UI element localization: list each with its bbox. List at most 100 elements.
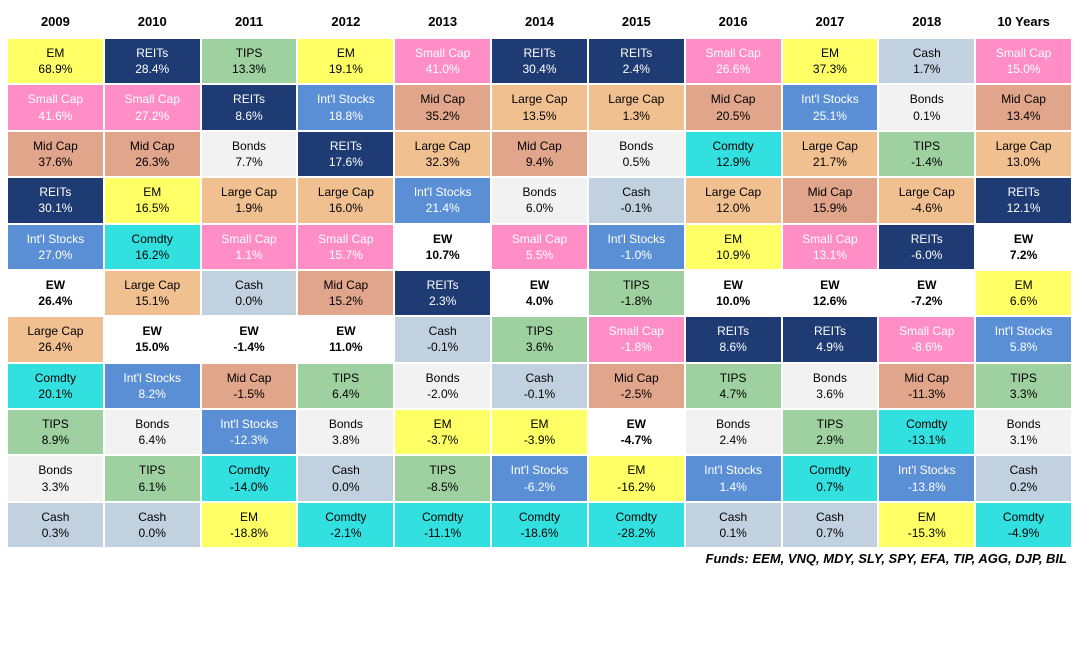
quilt-cell: TIPS-1.4% <box>879 132 974 176</box>
quilt-cell: Int'l Stocks27.0% <box>8 225 103 269</box>
return-value: 0.1% <box>881 108 972 124</box>
asset-class-label: Mid Cap <box>397 91 488 107</box>
return-value: 9.4% <box>494 154 585 170</box>
asset-class-label: Small Cap <box>107 91 198 107</box>
asset-class-label: Large Cap <box>591 91 682 107</box>
quilt-cell: TIPS-8.5% <box>395 456 490 500</box>
quilt-cell: Mid Cap20.5% <box>686 85 781 129</box>
quilt-cell: Small Cap41.6% <box>8 85 103 129</box>
asset-class-label: EM <box>10 45 101 61</box>
return-value: -1.5% <box>204 386 295 402</box>
quilt-cell: Small Cap15.7% <box>298 225 393 269</box>
quilt-cell: Int'l Stocks8.2% <box>105 364 200 408</box>
asset-class-label: Small Cap <box>494 231 585 247</box>
asset-class-label: Bonds <box>785 370 876 386</box>
quilt-cell: Comdty-28.2% <box>589 503 684 547</box>
asset-class-label: Small Cap <box>397 45 488 61</box>
quilt-cell: EW-4.7% <box>589 410 684 454</box>
asset-class-label: Mid Cap <box>300 277 391 293</box>
return-value: -28.2% <box>591 525 682 541</box>
asset-class-label: Large Cap <box>785 138 876 154</box>
quilt-cell: Large Cap13.0% <box>976 132 1071 176</box>
asset-class-label: Mid Cap <box>785 184 876 200</box>
return-value: 13.4% <box>978 108 1069 124</box>
column-header: 10 Years <box>976 8 1071 37</box>
return-value: 3.3% <box>10 479 101 495</box>
quilt-cell: TIPS3.3% <box>976 364 1071 408</box>
quilt-cell: Mid Cap15.9% <box>783 178 878 222</box>
return-value: 12.6% <box>785 293 876 309</box>
return-value: 41.0% <box>397 61 488 77</box>
return-value: 12.0% <box>688 200 779 216</box>
quilt-cell: Cash0.0% <box>202 271 297 315</box>
quilt-cell: Mid Cap35.2% <box>395 85 490 129</box>
quilt-cell: Bonds7.7% <box>202 132 297 176</box>
return-value: 6.6% <box>978 293 1069 309</box>
asset-class-label: Cash <box>300 462 391 478</box>
return-value: 6.1% <box>107 479 198 495</box>
asset-class-label: Bonds <box>688 416 779 432</box>
return-value: -16.2% <box>591 479 682 495</box>
quilt-cell: REITs4.9% <box>783 317 878 361</box>
asset-class-label: TIPS <box>881 138 972 154</box>
asset-class-label: Mid Cap <box>10 138 101 154</box>
quilt-cell: Cash0.0% <box>105 503 200 547</box>
quilt-cell: EM10.9% <box>686 225 781 269</box>
quilt-cell: Int'l Stocks5.8% <box>976 317 1071 361</box>
return-value: -6.2% <box>494 479 585 495</box>
quilt-cell: EW10.0% <box>686 271 781 315</box>
quilt-cell: Comdty-13.1% <box>879 410 974 454</box>
quilt-cell: Comdty-11.1% <box>395 503 490 547</box>
asset-class-label: Comdty <box>785 462 876 478</box>
asset-class-label: Small Cap <box>204 231 295 247</box>
asset-class-label: Large Cap <box>10 323 101 339</box>
asset-class-label: REITs <box>10 184 101 200</box>
asset-class-label: EW <box>978 231 1069 247</box>
return-value: -18.6% <box>494 525 585 541</box>
quilt-cell: Comdty0.7% <box>783 456 878 500</box>
asset-class-label: Cash <box>688 509 779 525</box>
column-header: 2015 <box>589 8 684 37</box>
quilt-cell: Large Cap13.5% <box>492 85 587 129</box>
quilt-cell: Large Cap1.3% <box>589 85 684 129</box>
quilt-cell: Int'l Stocks-6.2% <box>492 456 587 500</box>
return-value: 20.1% <box>10 386 101 402</box>
return-value: -11.3% <box>881 386 972 402</box>
asset-class-label: Mid Cap <box>494 138 585 154</box>
quilt-cell: TIPS4.7% <box>686 364 781 408</box>
quilt-cell: Mid Cap37.6% <box>8 132 103 176</box>
return-value: 12.1% <box>978 200 1069 216</box>
return-value: 15.2% <box>300 293 391 309</box>
asset-class-label: EM <box>688 231 779 247</box>
asset-class-label: REITs <box>881 231 972 247</box>
column-header: 2017 <box>783 8 878 37</box>
return-value: -1.8% <box>591 339 682 355</box>
return-value: 15.0% <box>978 61 1069 77</box>
return-value: -2.1% <box>300 525 391 541</box>
quilt-cell: Large Cap21.7% <box>783 132 878 176</box>
quilt-cell: Small Cap15.0% <box>976 39 1071 83</box>
return-value: -18.8% <box>204 525 295 541</box>
asset-class-label: EM <box>494 416 585 432</box>
quilt-cell: EM16.5% <box>105 178 200 222</box>
asset-class-label: EM <box>881 509 972 525</box>
quilt-cell: Small Cap26.6% <box>686 39 781 83</box>
return-value: 11.0% <box>300 339 391 355</box>
asset-class-label: Small Cap <box>881 323 972 339</box>
quilt-cell: Bonds0.1% <box>879 85 974 129</box>
asset-class-label: Large Cap <box>397 138 488 154</box>
asset-class-label: Bonds <box>300 416 391 432</box>
asset-class-label: EW <box>785 277 876 293</box>
quilt-cell: TIPS8.9% <box>8 410 103 454</box>
quilt-cell: Bonds3.3% <box>8 456 103 500</box>
return-value: -4.7% <box>591 432 682 448</box>
quilt-cell: Comdty-4.9% <box>976 503 1071 547</box>
asset-class-label: REITs <box>300 138 391 154</box>
asset-class-label: Mid Cap <box>204 370 295 386</box>
return-value: 15.7% <box>300 247 391 263</box>
quilt-cell: Large Cap15.1% <box>105 271 200 315</box>
quilt-cell: TIPS6.4% <box>298 364 393 408</box>
asset-class-label: Bonds <box>978 416 1069 432</box>
asset-class-label: Bonds <box>397 370 488 386</box>
asset-class-label: Large Cap <box>107 277 198 293</box>
